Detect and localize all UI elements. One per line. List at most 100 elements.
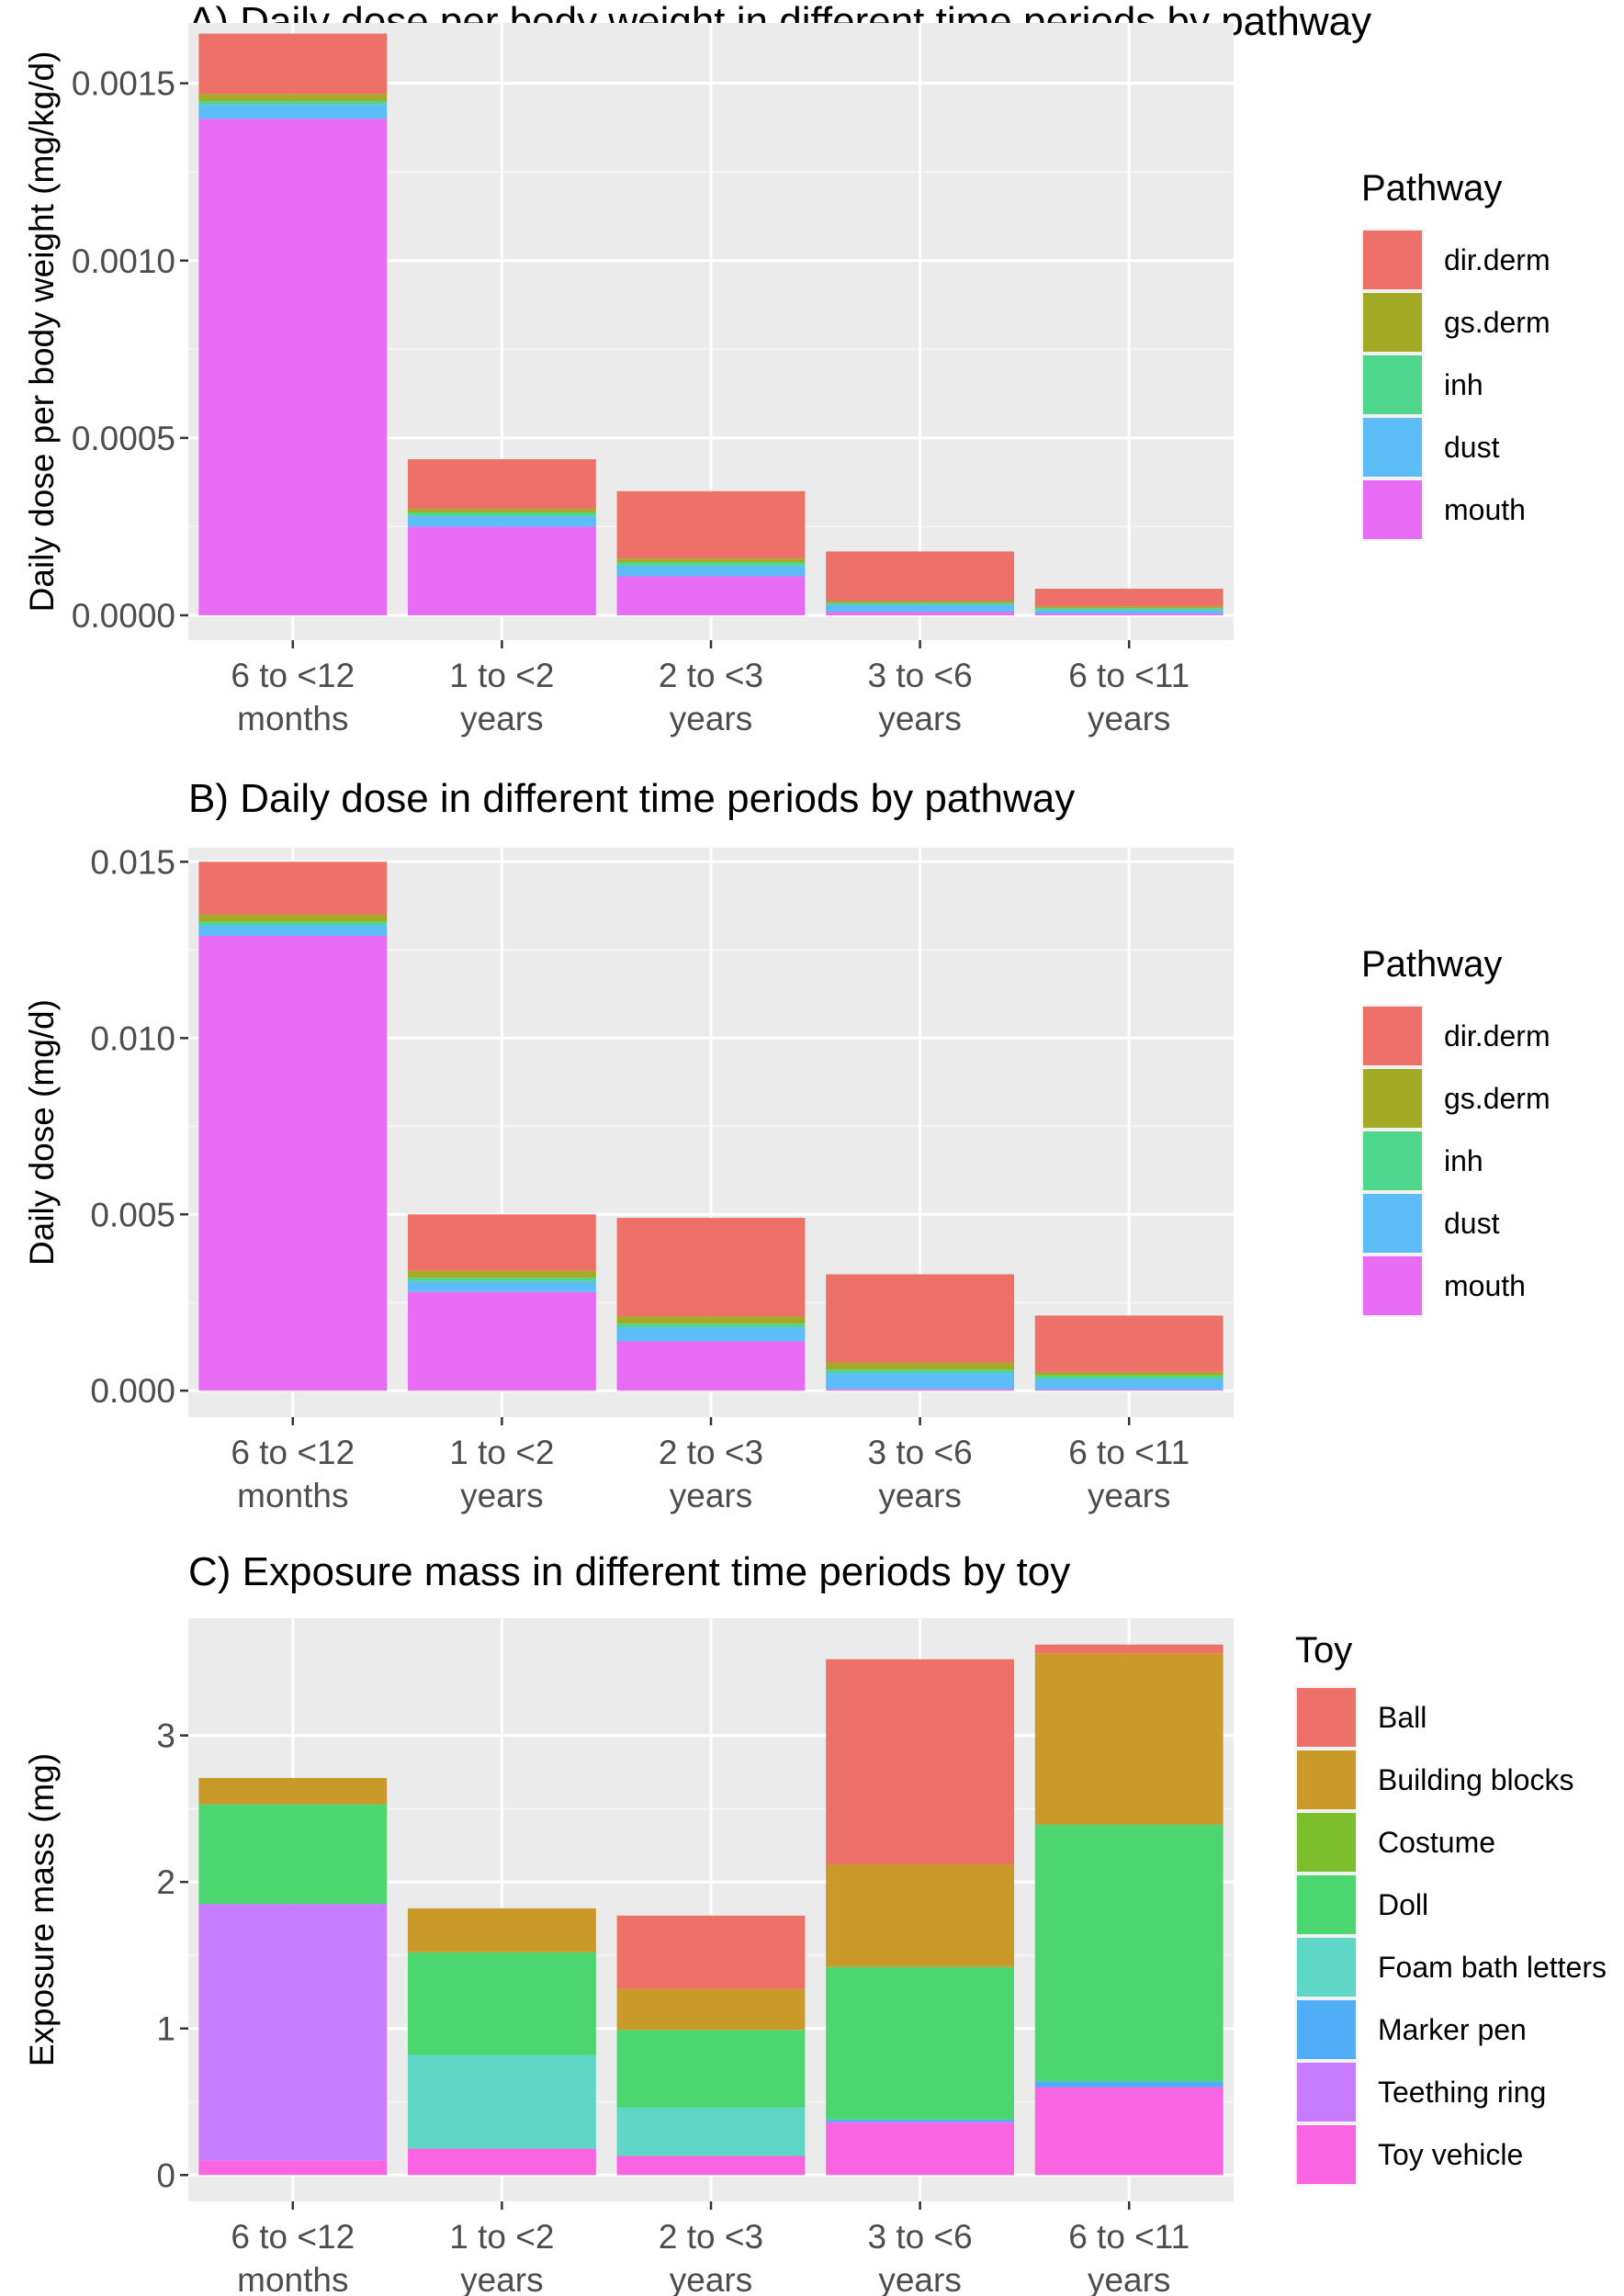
legend-swatch-mouth [1363, 1256, 1422, 1315]
x-tick-label-line2: years [878, 2261, 961, 2296]
y-tick-label: 0.0010 [72, 242, 175, 280]
bar-foam-bath-letters-3 [616, 2107, 806, 2156]
x-tick-label-line2: years [670, 1477, 752, 1514]
x-tick-label-line2: years [1088, 700, 1170, 737]
bar-gs-derm-5 [1034, 606, 1224, 609]
y-tick-label: 0.0015 [72, 65, 175, 103]
legend-swatch-marker-pen [1297, 2000, 1356, 2059]
bar-toy-vehicle-2 [407, 2148, 596, 2176]
x-tick-label-line1: 1 to <2 [449, 2218, 554, 2256]
x-tick-label-line1: 6 to <11 [1068, 1434, 1190, 1471]
legend-label-doll: Doll [1378, 1888, 1428, 1921]
bar-dir-derm-2 [407, 1214, 596, 1271]
x-tick-label-line2: years [878, 700, 961, 737]
bar-ball-3 [616, 1915, 806, 1989]
bar-gs-derm-5 [1034, 1371, 1224, 1376]
x-tick-label: 6 to <11 years [1068, 657, 1190, 737]
x-tick-label-line2: years [670, 2261, 752, 2296]
bar-ball-5 [1034, 1644, 1224, 1654]
chart-title: B) Daily dose in different time periods … [188, 776, 1075, 821]
legend-swatch-costume [1297, 1813, 1356, 1872]
bar-gs-derm-1 [198, 94, 388, 101]
bar-mouth-4 [826, 612, 1015, 615]
bar-mouth-5 [1034, 613, 1224, 615]
x-tick-label: 2 to <3 years [659, 1434, 763, 1514]
bar-gs-derm-2 [407, 509, 596, 512]
bar-inh-3 [616, 1323, 806, 1328]
bar-inh-4 [826, 1369, 1015, 1374]
x-tick-label: 6 to <12 months [231, 2218, 355, 2296]
bar-building-blocks-1 [198, 1777, 388, 1805]
legend-swatch-teething-ring [1297, 2063, 1356, 2122]
bar-teething-ring-1 [198, 1904, 388, 2161]
y-axis-title: Exposure mass (mg) [23, 1753, 61, 2066]
bar-ball-4 [826, 1659, 1015, 1865]
bar-doll-3 [616, 2030, 806, 2108]
bar-dir-derm-1 [198, 33, 388, 95]
legend-label-inh: inh [1444, 368, 1483, 401]
bar-inh-5 [1034, 608, 1224, 611]
legend-swatch-building-blocks [1297, 1750, 1356, 1809]
x-tick-label-line2: years [460, 2261, 543, 2296]
x-tick-label-line1: 6 to <11 [1068, 2218, 1190, 2256]
bar-marker-pen-5 [1034, 2081, 1224, 2088]
bar-dust-4 [826, 604, 1015, 613]
bar-doll-2 [407, 1952, 596, 2055]
legend-swatch-gs-derm [1363, 293, 1422, 352]
bar-dir-derm-1 [198, 861, 388, 915]
y-tick-label: 0.0000 [72, 597, 175, 635]
x-tick-label-line1: 1 to <2 [449, 1434, 554, 1471]
bar-toy-vehicle-1 [198, 2160, 388, 2176]
x-tick-label-line2: months [237, 1477, 348, 1514]
legend: Pathway dir.derm gs.derm inh dust mouth [1361, 944, 1551, 1317]
y-axis-title: Daily dose per body weight (mg/kg/d) [23, 51, 61, 613]
x-tick-label-line1: 3 to <6 [868, 1434, 973, 1471]
legend-swatch-inh [1363, 355, 1422, 414]
bar-building-blocks-4 [826, 1864, 1015, 1967]
bar-doll-5 [1034, 1824, 1224, 2082]
legend-label-mouth: mouth [1444, 493, 1526, 526]
legend-swatch-toy-vehicle [1297, 2125, 1356, 2184]
x-tick-label: 6 to <12 months [231, 1434, 355, 1514]
legend-swatch-dust [1363, 1194, 1422, 1253]
bar-dir-derm-5 [1034, 589, 1224, 607]
bar-dir-derm-5 [1034, 1315, 1224, 1372]
x-tick-label-line2: years [1088, 2261, 1170, 2296]
bar-toy-vehicle-4 [826, 2122, 1015, 2176]
legend-title: Pathway [1361, 168, 1502, 208]
x-tick-label: 3 to <6 years [868, 657, 973, 737]
x-tick-label-line1: 6 to <12 [231, 1434, 355, 1471]
legend-swatch-dir-derm [1363, 1007, 1422, 1065]
legend-swatch-dir-derm [1363, 231, 1422, 289]
bar-dir-derm-2 [407, 459, 596, 510]
bar-inh-2 [407, 512, 596, 516]
y-tick-label: 0.000 [90, 1372, 175, 1410]
bar-gs-derm-4 [826, 1362, 1015, 1370]
bar-gs-derm-3 [616, 558, 806, 563]
x-tick-label-line1: 3 to <6 [868, 2218, 973, 2256]
y-tick-label: 1 [156, 2010, 175, 2048]
bar-toy-vehicle-5 [1034, 2087, 1224, 2176]
legend-label-ball: Ball [1378, 1701, 1427, 1734]
x-tick-label-line2: years [670, 700, 752, 737]
x-tick-label-line1: 2 to <3 [659, 2218, 763, 2256]
x-tick-label-line1: 2 to <3 [659, 1434, 763, 1471]
bar-gs-derm-2 [407, 1270, 596, 1278]
y-tick-label: 0 [156, 2156, 175, 2194]
bar-building-blocks-3 [616, 1988, 806, 2031]
panel-a: A) Daily dose per body weight in differe… [23, 0, 1551, 737]
legend-label-costume: Costume [1378, 1826, 1495, 1859]
bar-gs-derm-4 [826, 601, 1015, 603]
x-tick-label: 6 to <12 months [231, 657, 355, 737]
bar-mouth-1 [198, 935, 388, 1391]
y-tick-label: 0.005 [90, 1196, 175, 1233]
legend-title: Toy [1295, 1630, 1352, 1671]
bar-mouth-1 [198, 118, 388, 615]
legend-label-dir-derm: dir.derm [1444, 243, 1551, 276]
x-tick-label: 6 to <11 years [1068, 2218, 1190, 2296]
legend-swatch-mouth [1363, 480, 1422, 539]
y-tick-label: 0.015 [90, 843, 175, 881]
bar-foam-bath-letters-2 [407, 2054, 596, 2149]
legend-label-building-blocks: Building blocks [1378, 1763, 1573, 1796]
